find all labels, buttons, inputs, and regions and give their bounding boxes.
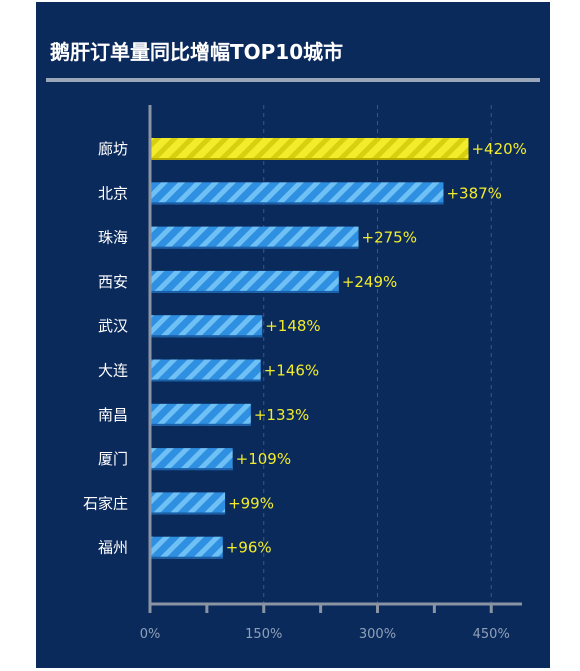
category-label: 南昌	[98, 406, 128, 424]
category-label: 武汉	[98, 317, 128, 335]
value-label: +249%	[342, 273, 397, 291]
value-label: +133%	[254, 406, 309, 424]
bar-shadow	[150, 202, 444, 205]
bar-shadow	[150, 246, 359, 249]
bar	[150, 403, 251, 426]
bar-shadow	[150, 468, 233, 471]
bar-shadow	[150, 512, 226, 515]
category-label: 大连	[98, 362, 128, 380]
bar	[150, 138, 469, 160]
value-label: +387%	[446, 184, 501, 202]
x-tick-label: 0%	[140, 627, 161, 642]
bar	[150, 315, 263, 338]
bar-chart: 廊坊 +420% 北京 +387% 珠海 +275% 西安 +249% 武汉 +148% 大连 +14…	[83, 105, 527, 642]
bar	[150, 182, 444, 205]
value-label: +420%	[471, 140, 526, 158]
value-label: +96%	[226, 539, 272, 557]
value-label: +275%	[362, 229, 417, 247]
bar-shadow	[150, 423, 251, 426]
bar-shadow	[150, 379, 261, 382]
bars	[150, 138, 469, 559]
labels: 廊坊 +420% 北京 +387% 珠海 +275% 西安 +249% 武汉 +148% 大连 +14…	[83, 140, 527, 642]
bar-shadow	[150, 158, 469, 160]
value-label: +109%	[236, 450, 291, 468]
x-tick-label: 150%	[245, 627, 282, 642]
bar	[150, 270, 339, 293]
chart-card: 鹅肝订单量同比增幅TOP10城市 廊坊 +420% 北京 +387% 珠海 +275% 西安…	[36, 2, 550, 668]
value-label: +99%	[228, 494, 274, 512]
value-label: +146%	[264, 362, 319, 380]
category-label: 西安	[98, 273, 128, 291]
category-label: 石家庄	[83, 494, 128, 512]
category-label: 福州	[98, 539, 128, 557]
category-label: 廊坊	[98, 140, 128, 158]
category-label: 北京	[98, 184, 128, 202]
chart-title: 鹅肝订单量同比增幅TOP10城市	[50, 40, 344, 64]
bar	[150, 359, 261, 382]
value-label: +148%	[265, 317, 320, 335]
bar	[150, 492, 226, 515]
category-label: 珠海	[98, 229, 128, 247]
category-label: 厦门	[98, 450, 128, 468]
bar	[150, 536, 223, 559]
grid-lines	[263, 105, 492, 604]
x-tick-label: 300%	[359, 627, 396, 642]
bar-shadow	[150, 290, 339, 293]
bar	[150, 226, 359, 249]
title-divider	[46, 78, 540, 82]
bar	[150, 448, 233, 471]
bar-shadow	[150, 335, 263, 338]
axes	[148, 105, 522, 613]
bar-shadow	[150, 556, 223, 559]
x-tick-label: 450%	[473, 627, 510, 642]
